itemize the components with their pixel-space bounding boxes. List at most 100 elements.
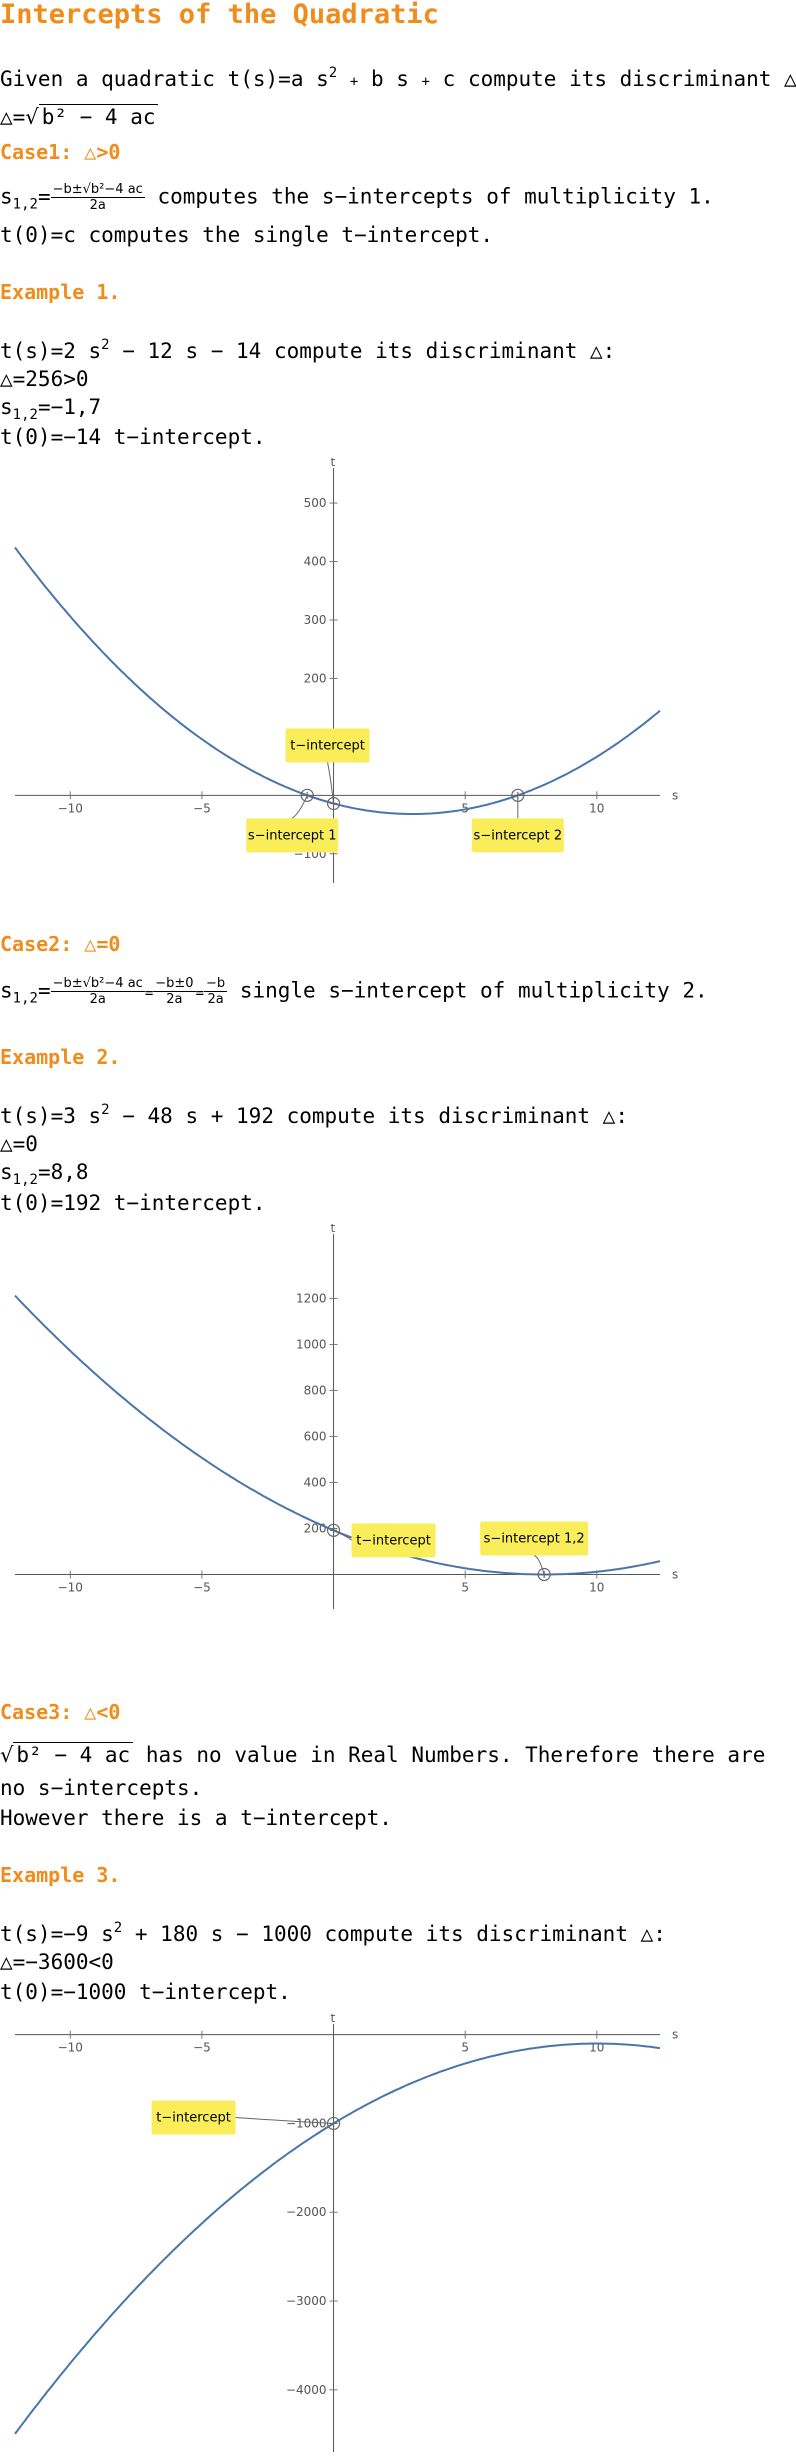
case3-text1: has no value in Real Numbers. Therefore …: [145, 1743, 766, 1767]
case2-heading: Case2: △=0: [0, 932, 121, 956]
chart3-series-line: [14, 2042, 661, 2435]
intro-quad-a: a s: [290, 67, 329, 91]
example3-line1: t(s)=−9 s2 + 180 s − 1000 compute its di…: [0, 1921, 666, 1947]
chart3-ylabel: t: [331, 2014, 336, 2025]
chart1-ytick-label-400: 400: [304, 555, 327, 569]
intro-exp: 2: [328, 65, 338, 81]
case2-frac3-den: 2a: [207, 992, 224, 1007]
intro-disc-radicand: b² − 4 ac: [38, 104, 159, 129]
case1-eq: =: [37, 184, 51, 209]
example2-heading: Example 2.: [0, 1045, 121, 1069]
chart2-leader-t-intercept: [333, 1529, 352, 1541]
example3-exp: 2: [113, 1920, 123, 1936]
chart1-leader-s-intercept-1: [291, 795, 308, 819]
chart1-ylabel: t: [331, 458, 336, 469]
case2-frac2-den: 2a: [166, 992, 183, 1007]
chart1-ytick-label-300: 300: [304, 613, 327, 627]
chart2-xtick-label-5: −5: [193, 1580, 211, 1594]
example1-line1-b: − 12 s − 14 compute its discriminant △:: [122, 339, 616, 363]
intro-given-line: Given a quadratic t(s)=a s2 + b s + c co…: [0, 66, 796, 95]
chart1-callout-t-intercept: [285, 728, 370, 763]
intro-discriminant-line: △=√ b² − 4 ac: [0, 104, 159, 130]
example2-line1-a: t(s)=3 s: [0, 1104, 102, 1128]
chart1-xtick-label-10: 10: [589, 801, 604, 815]
chart1-leader-t-intercept: [327, 762, 335, 804]
example3-line1-b: + 180 s − 1000 compute its discriminant …: [134, 1922, 666, 1946]
chart3-callout-label-t-intercept: t−intercept: [156, 2110, 231, 2125]
chart3-callout-t-intercept: [151, 2100, 236, 2135]
case1-text2: t(0)=c computes the single t−intercept.: [0, 223, 494, 247]
example2-exp: 2: [101, 1102, 110, 1118]
chart3-ytick-label-2000: −2000: [286, 2205, 327, 2219]
chart2-callout-label-t-intercept: t−intercept: [356, 1533, 431, 1548]
case2-s12: s: [0, 978, 13, 1003]
sqrt-icon: √: [25, 105, 39, 129]
chart1-point-s-intercept-1: [300, 788, 314, 802]
case2-text: single s−intercept of multiplicity 2.: [239, 978, 708, 1003]
chart3-leader-t-intercept: [235, 2116, 334, 2124]
case2-frac1-num: −b±√b²−4 ac: [50, 976, 145, 992]
case3-sqrt: √ b² − 4 ac: [0, 1742, 134, 1768]
example1-heading: Example 1.: [0, 280, 121, 304]
example3-line3: t(0)=−1000 t−intercept.: [0, 1980, 291, 2004]
chart2-callout-t-intercept: [351, 1523, 436, 1558]
chart1-point-s-intercept-2: [511, 788, 525, 802]
case1-frac-num: −b±√b²−4 ac: [50, 182, 145, 198]
chart1-callout-label-s-intercept-1: s−intercept 1: [248, 828, 337, 843]
chart-example-3: s t −10 −5 5 10 −1000 −2000 −3000 −4000 t−intercep…: [0, 2014, 700, 2457]
case2-frac3-num: −b: [204, 976, 228, 992]
chart3-point-t-intercept: [326, 2116, 341, 2131]
case2-frac2-num: −b±0: [153, 976, 196, 992]
chart3-xtick-label-10: −10: [58, 2041, 83, 2055]
example1-line1-a: t(s)=2 s: [0, 339, 102, 363]
chart1-xtick-label-10: −10: [58, 801, 83, 815]
example2-line4: t(0)=192 t−intercept.: [0, 1191, 266, 1215]
chart2-ytick-label-1200: 1200: [296, 1291, 327, 1305]
case3-text2: no s−intercepts.: [0, 1776, 203, 1800]
case2-eq-1: =: [37, 978, 51, 1003]
intro-quad-b: b s: [370, 67, 409, 91]
example3-line2: △=−3600<0: [0, 1950, 114, 1974]
intro-disc-lhs: △=: [0, 105, 26, 129]
example2-line3-b: =8,8: [37, 1160, 89, 1184]
chart1-xlabel: s: [672, 788, 678, 802]
example2-line2: △=0: [0, 1132, 38, 1156]
chart3-xlabel: s: [672, 2028, 678, 2042]
case1-fraction: −b±√b²−4 ac 2a: [50, 182, 145, 213]
example2-line3-sub: 1,2: [12, 1172, 38, 1188]
chart2-xlabel: s: [672, 1567, 678, 1581]
chart2-xtick-label-5: 5: [461, 1580, 469, 1594]
chart1-ytick-label-200: 200: [304, 671, 327, 685]
case1-text1: computes the s−intercepts of multiplicit…: [157, 184, 714, 209]
example1-line4: t(0)=−14 t−intercept.: [0, 425, 266, 449]
chart1-svg: st−10−5510−100100200300400500s−intercept…: [14, 458, 678, 883]
example3-line1-a: t(s)=−9 s: [0, 1922, 114, 1946]
chart1-callout-label-s-intercept-2: s−intercept 2: [474, 828, 563, 843]
intro-disc-sqrt: √ b² − 4 ac: [25, 104, 159, 130]
example3-heading: Example 3.: [0, 1863, 121, 1887]
chart3-svg: st−10 −5 5 10−1000−2000−3000−4000t−intercep…: [14, 2014, 678, 2452]
chart2-leader-s-intercept-1-2: [533, 1555, 545, 1575]
chart3-xtick-label-5: 5: [461, 2041, 469, 2055]
case2-frac1-den: 2a: [89, 992, 106, 1007]
case1-s12: s: [0, 184, 13, 209]
chart2-point-s-intercept-1-2: [537, 1567, 551, 1582]
case2-fraction-3: −b 2a: [204, 976, 228, 1007]
case3-text3: However there is a t−intercept.: [0, 1806, 392, 1830]
sqrt-icon: √: [0, 1743, 14, 1767]
chart2-point-t-intercept: [326, 1523, 341, 1537]
example1-line1: t(s)=2 s2 − 12 s − 14 compute its discri…: [0, 338, 615, 364]
chart1-callout-label-t-intercept: t−intercept: [290, 739, 365, 754]
chart2-callout-label-s-intercept-1-2: s−intercept 1,2: [484, 1531, 585, 1546]
case3-heading: Case3: △<0: [0, 1700, 121, 1724]
chart2-callout-s-intercept-1-2: [480, 1521, 589, 1556]
chart1-series-line: [14, 546, 661, 815]
chart2-xtick-label-10: 10: [589, 1580, 604, 1594]
chart1-xtick-label-5: 5: [461, 801, 469, 815]
intro-plus-1: +: [349, 74, 359, 90]
example1-exp: 2: [101, 337, 110, 353]
case2-formula-line: s1,2= −b±√b²−4 ac 2a = −b±0 2a = −b 2a single s−…: [0, 976, 708, 1007]
case2-s12-sub: 1,2: [12, 990, 38, 1007]
example1-line3-a: s: [0, 395, 13, 419]
chart3-ytick-label-3000: −3000: [286, 2294, 327, 2308]
